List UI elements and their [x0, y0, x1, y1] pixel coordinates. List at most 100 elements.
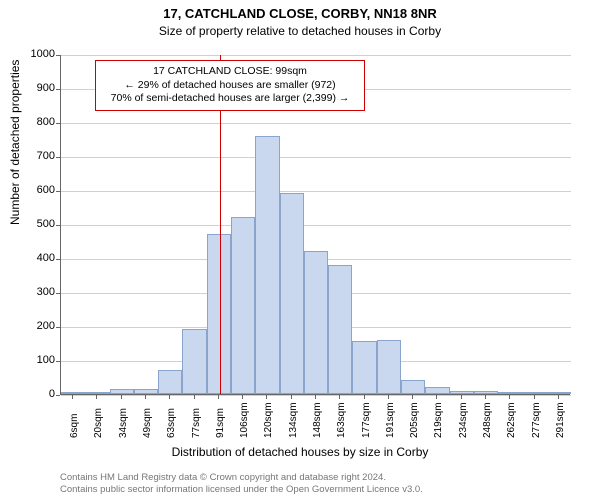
x-tick-label: 49sqm [142, 408, 153, 438]
y-tick [56, 191, 60, 192]
x-tick [266, 395, 267, 399]
marker-info-box: 17 CATCHLAND CLOSE: 99sqm ← 29% of detac… [95, 60, 365, 111]
x-tick-label: 277sqm [531, 402, 542, 438]
x-tick [242, 395, 243, 399]
info-line-2: ← 29% of detached houses are smaller (97… [104, 79, 356, 93]
grid-line [61, 191, 571, 192]
histogram-bar [304, 251, 328, 394]
grid-line [61, 157, 571, 158]
x-tick [72, 395, 73, 399]
x-tick-label: 6sqm [69, 414, 80, 438]
x-tick-label: 63sqm [166, 408, 177, 438]
y-tick [56, 55, 60, 56]
histogram-bar [377, 340, 401, 394]
histogram-bar [85, 392, 109, 394]
y-tick-label: 600 [15, 184, 55, 196]
x-tick [364, 395, 365, 399]
x-tick-label: 20sqm [93, 408, 104, 438]
y-tick-label: 1000 [15, 48, 55, 60]
histogram-bar [255, 136, 279, 394]
x-tick [169, 395, 170, 399]
x-tick-label: 148sqm [312, 402, 323, 438]
x-tick-label: 177sqm [361, 402, 372, 438]
histogram-bar [450, 391, 474, 394]
histogram-bar [425, 387, 449, 394]
x-tick [96, 395, 97, 399]
histogram-bar [134, 389, 158, 394]
x-axis-label: Distribution of detached houses by size … [0, 445, 600, 459]
y-tick-label: 400 [15, 252, 55, 264]
histogram-bar [474, 391, 498, 394]
y-tick [56, 157, 60, 158]
footer-attribution: Contains HM Land Registry data © Crown c… [60, 472, 423, 496]
x-tick-label: 91sqm [215, 408, 226, 438]
grid-line [61, 55, 571, 56]
x-tick [461, 395, 462, 399]
y-tick-label: 200 [15, 320, 55, 332]
histogram-bar [401, 380, 425, 394]
histogram-bar [158, 370, 182, 394]
y-tick [56, 123, 60, 124]
y-tick [56, 259, 60, 260]
x-tick-label: 262sqm [506, 402, 517, 438]
y-tick-label: 900 [15, 82, 55, 94]
y-tick [56, 361, 60, 362]
x-tick [339, 395, 340, 399]
x-tick-label: 219sqm [433, 402, 444, 438]
x-tick-label: 234sqm [458, 402, 469, 438]
x-tick [121, 395, 122, 399]
footer-line-2: Contains public sector information licen… [60, 484, 423, 496]
histogram-bar [328, 265, 352, 394]
histogram-bar [61, 392, 85, 394]
x-tick-label: 248sqm [482, 402, 493, 438]
x-tick [145, 395, 146, 399]
x-tick [485, 395, 486, 399]
x-tick [388, 395, 389, 399]
x-tick-label: 77sqm [191, 408, 202, 438]
x-tick [218, 395, 219, 399]
x-tick [315, 395, 316, 399]
histogram-bar [110, 389, 134, 394]
x-tick-label: 120sqm [263, 402, 274, 438]
y-tick-label: 100 [15, 354, 55, 366]
x-tick-label: 134sqm [288, 402, 299, 438]
x-tick-label: 291sqm [555, 402, 566, 438]
x-tick [534, 395, 535, 399]
x-tick [291, 395, 292, 399]
chart-subtitle: Size of property relative to detached ho… [0, 24, 600, 38]
x-tick-label: 191sqm [385, 402, 396, 438]
histogram-bar [498, 392, 522, 394]
y-tick-label: 500 [15, 218, 55, 230]
y-tick-label: 700 [15, 150, 55, 162]
y-tick [56, 327, 60, 328]
y-tick [56, 293, 60, 294]
histogram-bar [547, 392, 571, 394]
histogram-bar [280, 193, 304, 394]
x-tick [194, 395, 195, 399]
x-tick [558, 395, 559, 399]
info-line-1: 17 CATCHLAND CLOSE: 99sqm [104, 65, 356, 79]
y-tick [56, 225, 60, 226]
y-tick [56, 89, 60, 90]
x-tick [412, 395, 413, 399]
grid-line [61, 225, 571, 226]
y-tick-label: 0 [15, 388, 55, 400]
y-tick-label: 300 [15, 286, 55, 298]
info-line-3: 70% of semi-detached houses are larger (… [104, 92, 356, 106]
chart-title: 17, CATCHLAND CLOSE, CORBY, NN18 8NR [0, 6, 600, 21]
histogram-bar [522, 392, 546, 394]
grid-line [61, 395, 571, 396]
x-tick-label: 205sqm [409, 402, 420, 438]
x-tick [509, 395, 510, 399]
y-tick [56, 395, 60, 396]
x-tick-label: 34sqm [118, 408, 129, 438]
grid-line [61, 123, 571, 124]
histogram-bar [352, 341, 376, 394]
x-tick-label: 106sqm [239, 402, 250, 438]
histogram-bar [231, 217, 255, 394]
histogram-bar [182, 329, 206, 394]
x-tick [436, 395, 437, 399]
y-tick-label: 800 [15, 116, 55, 128]
x-tick-label: 163sqm [336, 402, 347, 438]
footer-line-1: Contains HM Land Registry data © Crown c… [60, 472, 423, 484]
